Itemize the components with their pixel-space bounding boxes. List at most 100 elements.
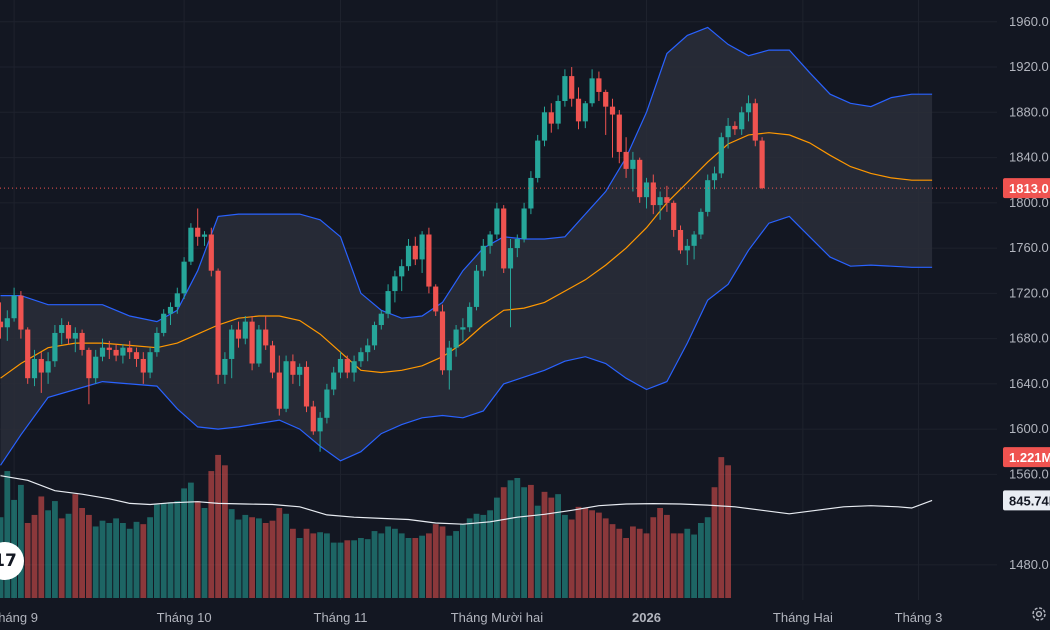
candle-body [569,76,575,99]
volume-bar [324,533,330,598]
volume-bar [303,528,310,598]
volume-bar [602,518,609,598]
volume-bar [398,533,405,598]
candle-body [188,227,194,262]
candle-body [351,361,357,373]
settings-gear-icon[interactable] [1030,605,1048,623]
candle-body [106,347,112,350]
volume-bar [392,528,398,598]
volume-bar [344,540,351,598]
candle-body [344,358,350,373]
candle-body [521,208,527,240]
candle-body [467,306,473,328]
volume-bar [453,531,459,598]
candle-body [161,313,167,333]
volume-bar [283,513,289,598]
candle-body [582,103,588,122]
candle-body [249,321,255,364]
candle-body [603,91,609,107]
volume-bar [650,517,657,598]
volume-bar [215,454,221,598]
volume-bar [698,523,704,598]
candle-body [93,356,99,379]
volume-bar [72,494,79,598]
price-axis[interactable]: 1480.0 1560.0 1600.0 1640.0 1680.0 1720.0 1760… [1009,14,1049,572]
volume-bar [194,501,201,598]
candle-body [52,332,58,362]
candle-body [290,361,296,375]
volume-bar [113,518,119,598]
candle-body [739,112,745,130]
candle-body [310,406,316,432]
price-badges: 1813.0 1.221M 845.74K [1003,178,1050,511]
volume-bar [188,482,194,598]
volume_ma-badge-bg [1003,490,1050,511]
candle-body [127,347,133,353]
price-tick-label: 1480.0 [1009,557,1049,572]
volume-bar [181,488,187,598]
candle-body [378,313,384,326]
volume-bar [126,528,133,598]
volume-bar [473,513,480,598]
candle-body [4,318,10,328]
volume-bar [636,528,643,598]
candle-body [589,78,595,104]
volume-bar [460,524,466,598]
volume-bar [419,535,425,598]
time-axis[interactable]: Tháng 9 Tháng 10 Tháng 11 Tháng Mười hai 202… [0,610,942,625]
volume-bar [351,540,357,598]
candle-body [59,325,65,333]
volume-bar [555,494,561,598]
candle-body [392,276,398,292]
candle-body [494,208,500,235]
volume-bar [487,510,493,598]
volume-bar [310,533,317,598]
candle-body [698,211,704,235]
candle-body [256,329,262,364]
candle-body [283,361,289,409]
volume-bar [18,484,24,598]
candle-body [113,349,119,356]
price-tick-label: 1920.0 [1009,59,1049,74]
last_volume-badge: 1.221M [1009,450,1050,465]
candle-body [426,234,432,287]
volume-bar [684,528,691,598]
candle-body [446,347,452,371]
candle-body [385,291,391,314]
volume-bar [99,520,106,598]
volume-bar [514,478,521,598]
volume-bar [38,496,45,598]
volume-bar [521,487,527,598]
candle-body [514,239,520,249]
time-tick-label: 2026 [632,610,661,625]
volume-bar [52,501,58,598]
candle-body [317,417,323,432]
candle-body [671,202,677,230]
candle-body [201,234,208,237]
candle-body [11,295,17,319]
candle-body [480,245,486,271]
time-tick-label: Tháng 9 [0,610,38,625]
candle-body [555,100,561,124]
price-tick-label: 1680.0 [1009,331,1049,346]
candle-body [371,325,378,346]
volume-bar [466,518,473,598]
volume-bar [208,471,215,598]
volume-bar [704,517,711,598]
candle-body [711,173,718,181]
time-tick-label: Tháng 11 [314,610,368,625]
volume-bar [589,510,595,598]
volume-bar [256,518,262,598]
volume_ma-badge: 845.74K [1009,493,1050,508]
volume-bar [228,509,235,598]
candle-body [487,234,493,246]
price-tick-label: 1560.0 [1009,466,1049,481]
candle-body [86,349,92,379]
candle-body [65,325,72,339]
volume-bar [562,514,568,598]
volume-bar [623,538,629,598]
candle-body [705,180,711,212]
candle-body [752,103,758,141]
volume-bar [222,465,228,598]
